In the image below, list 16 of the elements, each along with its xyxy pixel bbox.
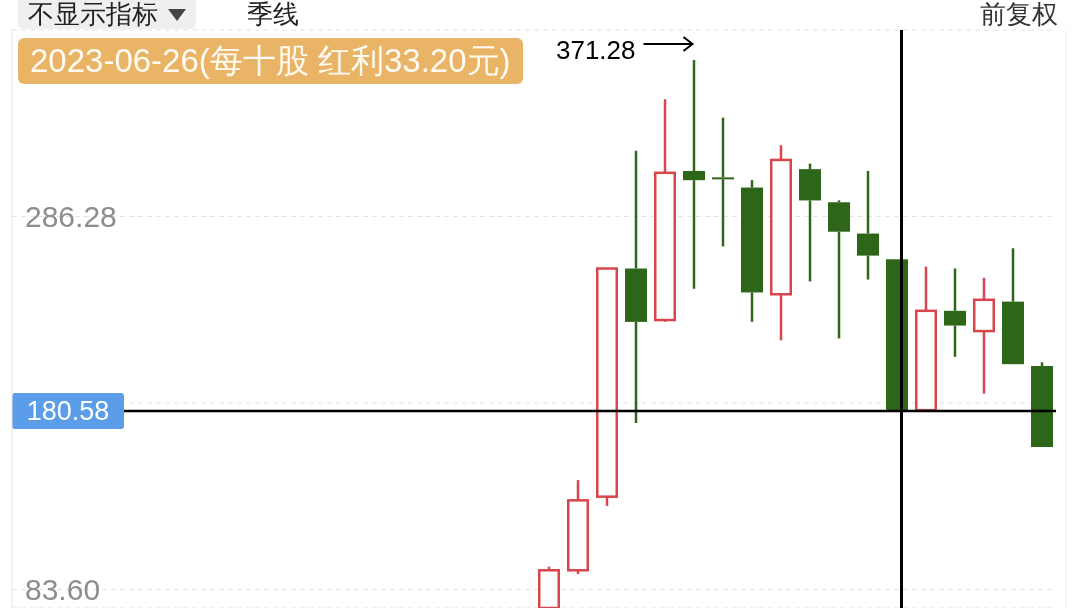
annotation: 371.28 bbox=[555, 35, 636, 66]
candlestick bbox=[857, 169, 879, 281]
y-tick-label: 83.60 bbox=[25, 572, 101, 606]
y-tick-label: 286.28 bbox=[25, 199, 117, 233]
text: 前复权 bbox=[980, 0, 1058, 29]
text: 季线 bbox=[247, 0, 299, 29]
candlestick bbox=[712, 116, 734, 248]
dropdown-button: 不显示指标 bbox=[18, 0, 196, 29]
candlestick bbox=[683, 58, 705, 290]
annotation: 2023-06-26(每十股 红利33.20元) bbox=[18, 38, 523, 84]
candlestick bbox=[625, 149, 647, 425]
candlestick bbox=[915, 265, 937, 412]
candlestick bbox=[944, 267, 966, 359]
candlestick bbox=[973, 276, 995, 395]
candlestick bbox=[1002, 247, 1024, 365]
ref-line-label: 180.58 bbox=[26, 395, 110, 426]
